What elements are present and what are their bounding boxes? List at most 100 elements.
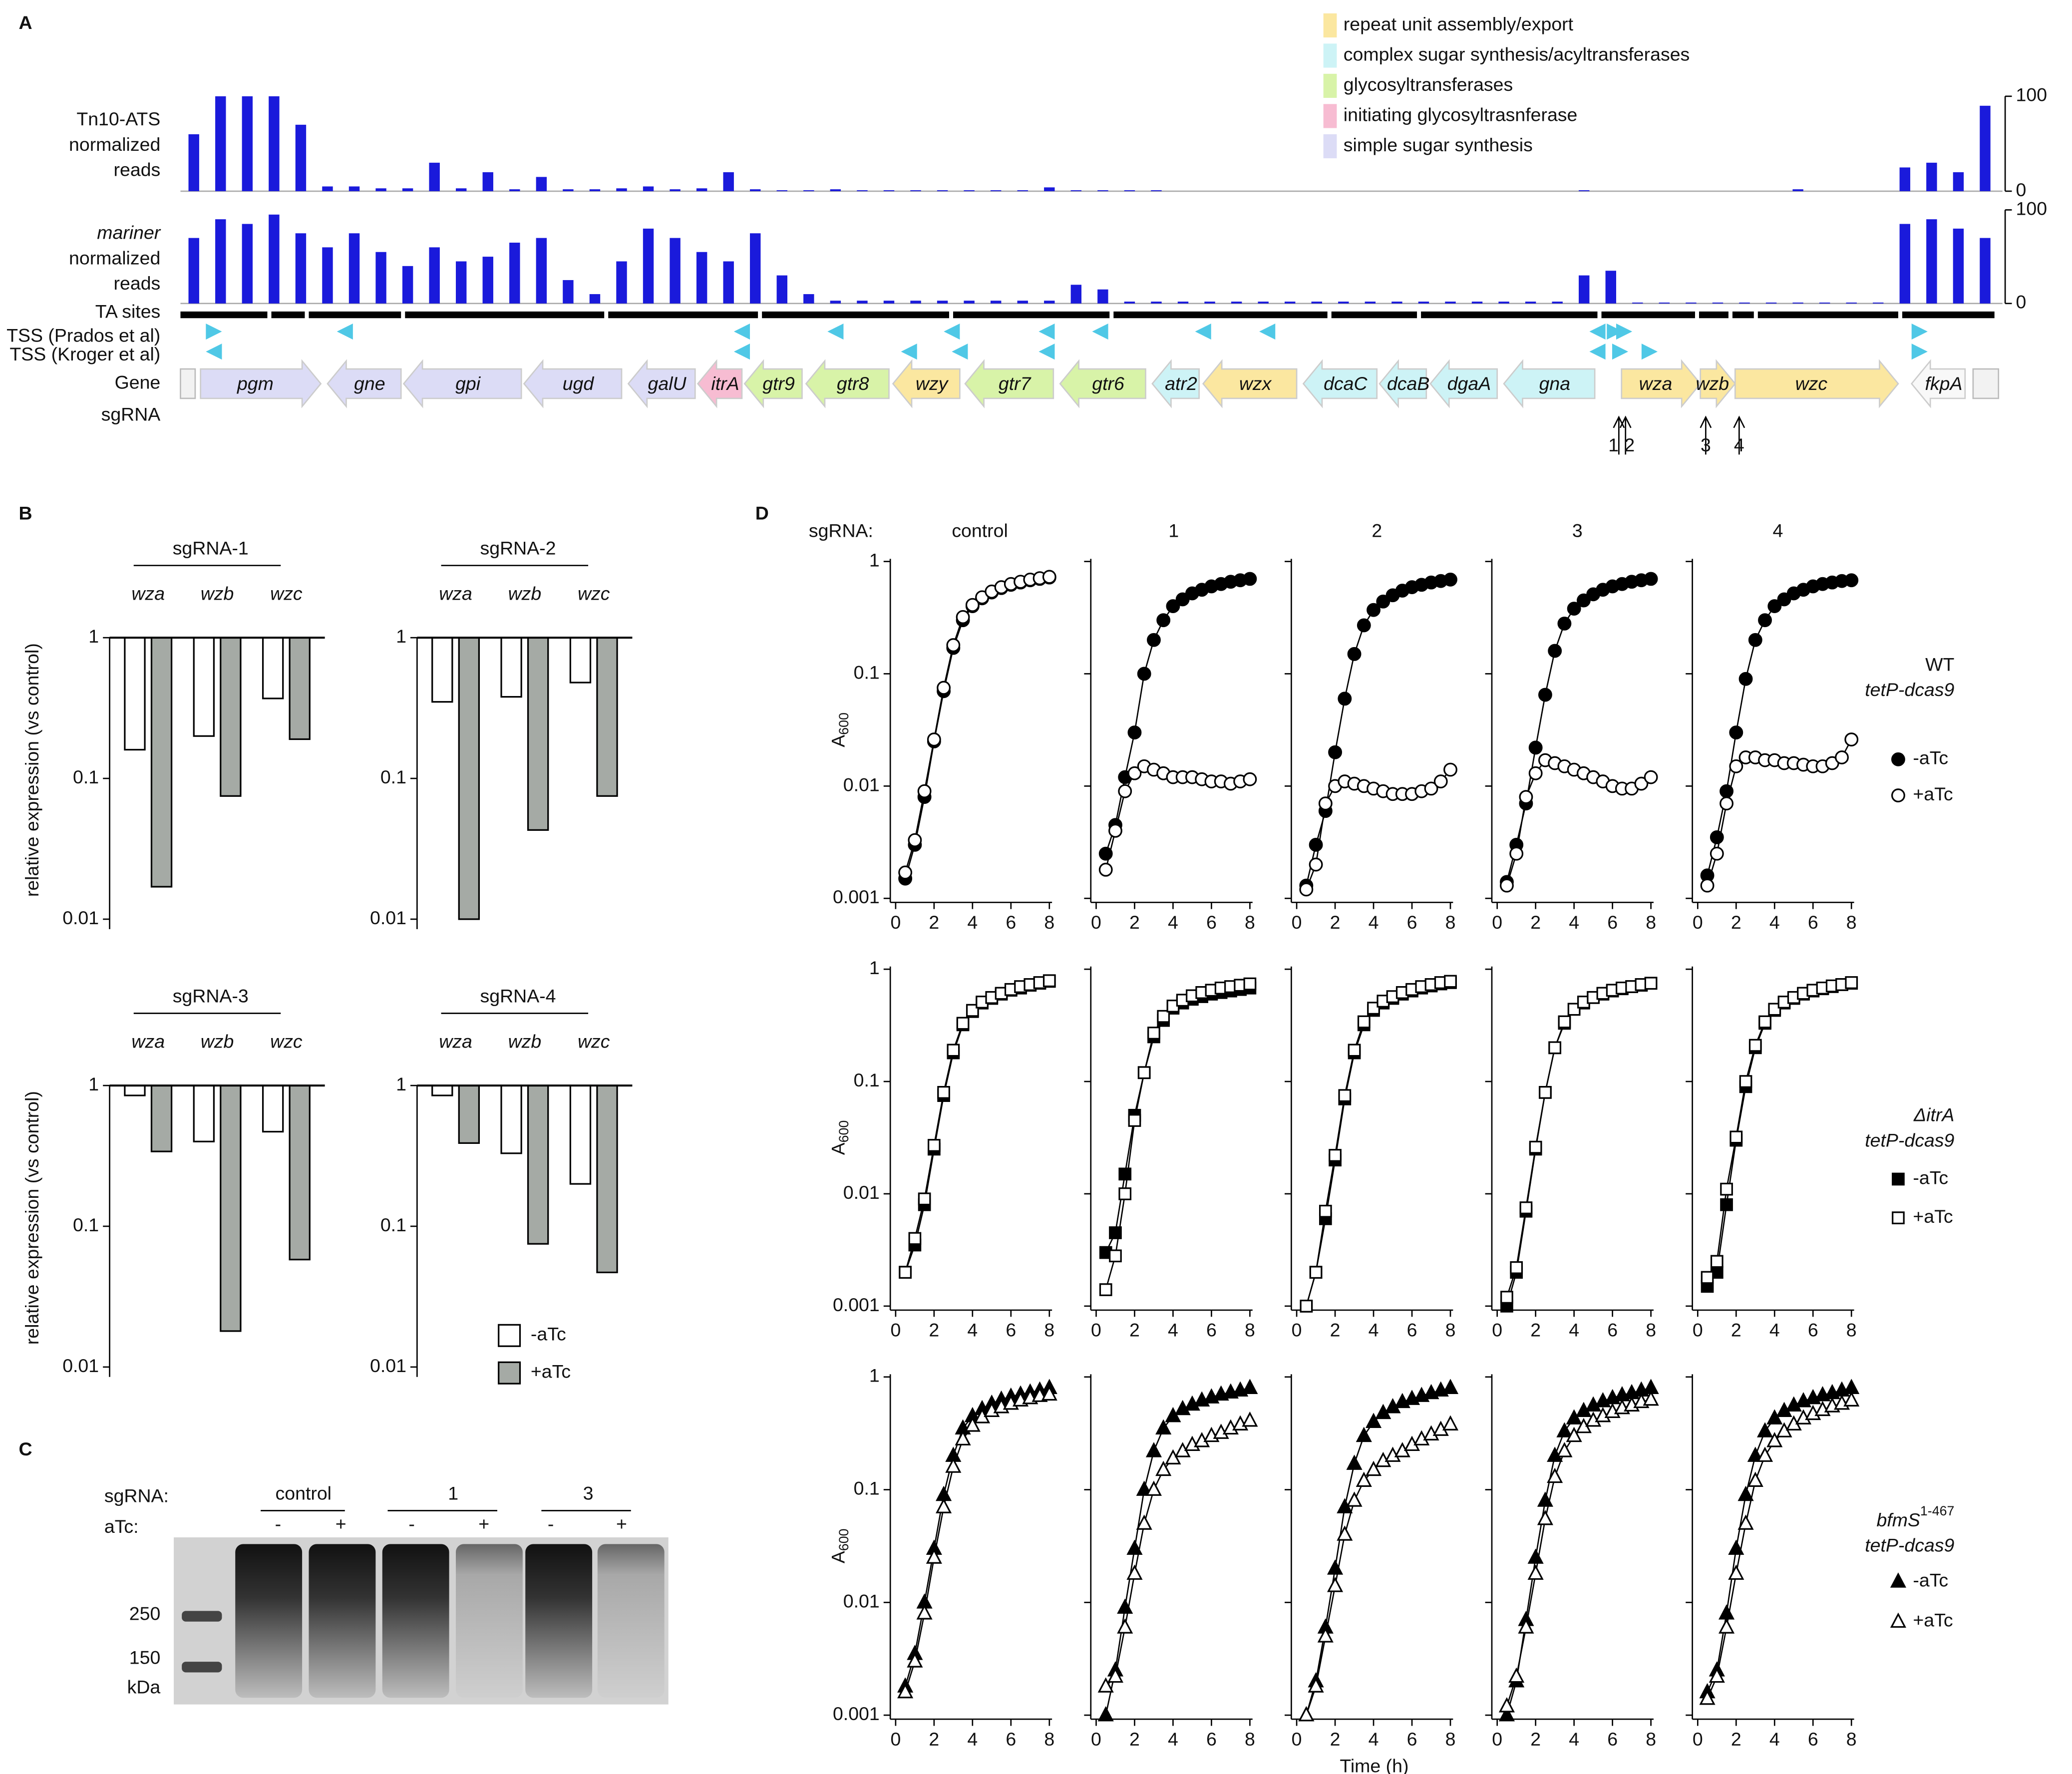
marker: [1556, 1422, 1573, 1437]
gene-label: gna: [1539, 373, 1571, 394]
x-tick-label: wzb: [508, 1031, 542, 1052]
marker: [1165, 1449, 1181, 1464]
marker: [1309, 1266, 1323, 1279]
marker: [1338, 1089, 1352, 1102]
panel-label: C: [18, 1438, 32, 1459]
series-line: [1506, 578, 1651, 882]
y-tick-label: 0.1: [854, 1477, 880, 1498]
tss-arrow: [206, 344, 222, 360]
bar: [937, 301, 948, 304]
y-tick-label: 0.001: [833, 1703, 880, 1724]
x-tick-label: 8: [1846, 912, 1857, 933]
gene-label: gtr8: [837, 373, 869, 394]
bar: [348, 233, 360, 304]
bar: [215, 219, 226, 304]
bar: [830, 189, 841, 191]
x-tick-label: 8: [1044, 912, 1054, 933]
bar: [536, 177, 547, 191]
marker: [1756, 1446, 1773, 1462]
bar: [269, 214, 280, 304]
tss-arrow: [901, 344, 917, 360]
marker: [927, 732, 941, 746]
ta-gap: [401, 310, 405, 320]
gene-arrow: [327, 359, 402, 408]
gel-lane: [525, 1544, 593, 1698]
legend-label: -aTc: [1913, 1569, 1948, 1590]
marker: [1756, 1422, 1773, 1437]
tss-arrow: [1589, 323, 1606, 340]
bar: [937, 190, 948, 191]
marker: [1567, 1003, 1581, 1016]
gene-arrow: [892, 359, 961, 408]
marker: [897, 1683, 914, 1699]
x-tick-label: 2: [929, 912, 939, 933]
x-tick-label: 0: [890, 1729, 901, 1750]
marker: [1528, 740, 1543, 755]
marker: [898, 865, 913, 880]
gene-label: wzc: [1795, 373, 1828, 394]
bar: [1097, 289, 1108, 304]
marker: [916, 1604, 933, 1620]
legend-label: repeat unit assembly/export: [1344, 13, 1574, 34]
marker: [1137, 1066, 1151, 1079]
series-line: [1506, 982, 1651, 1298]
bar: [723, 172, 734, 191]
tss-arrow: [827, 323, 844, 340]
marker: [1433, 774, 1448, 788]
col-header-label: sgRNA:: [809, 520, 873, 541]
gene-label: gtr9: [762, 373, 795, 394]
tss-arrow: [206, 323, 222, 340]
marker: [1510, 1261, 1523, 1274]
gene-arrow: [200, 359, 322, 408]
x-tick-label: 4: [1769, 912, 1780, 933]
bar: [1151, 302, 1162, 304]
bar: [242, 224, 253, 304]
marker: [1737, 1514, 1754, 1530]
bar: [1846, 302, 1857, 304]
marker: [1319, 1204, 1332, 1218]
x-tick-label: 8: [1846, 1729, 1857, 1750]
bar: [883, 190, 895, 191]
marker: [1366, 1460, 1382, 1476]
gel-label: sgRNA:: [104, 1485, 169, 1506]
bar: [1471, 302, 1483, 304]
marker: [1739, 1075, 1752, 1088]
marker: [1367, 603, 1381, 617]
marker: [1844, 732, 1859, 746]
marker: [1529, 1140, 1542, 1154]
ladder-band: [182, 1611, 222, 1622]
bar: [990, 301, 1002, 304]
legend-swatch: [1323, 73, 1337, 98]
marker: [1729, 759, 1743, 773]
marker: [1768, 1003, 1781, 1016]
bar: [643, 228, 654, 304]
marker: [1243, 572, 1257, 586]
tss-arrow: [952, 344, 968, 360]
marker: [1147, 1027, 1160, 1040]
bar: [1953, 172, 1964, 191]
bar: [150, 1084, 173, 1152]
marker: [1509, 846, 1524, 861]
x-tick-label: 0: [1693, 912, 1703, 933]
bar: [1258, 302, 1269, 304]
marker: [1528, 766, 1543, 780]
marker: [1709, 1667, 1725, 1683]
bar: [1498, 302, 1509, 304]
marker: [1442, 1379, 1459, 1394]
marker: [1309, 838, 1323, 852]
sgrna-arrowhead: [1700, 415, 1712, 428]
bar: [643, 186, 654, 191]
y-axis-label-sub: 600: [836, 712, 851, 735]
strain-label: ΔitrA: [1913, 1104, 1954, 1125]
x-tick-label: 6: [1808, 912, 1818, 933]
marker: [1720, 784, 1733, 798]
bar: [1070, 190, 1082, 191]
gene-label: fkpA: [1925, 373, 1962, 394]
x-tick-label: 6: [1607, 912, 1618, 933]
tss-arrow: [1612, 344, 1629, 360]
marker: [1308, 1677, 1324, 1693]
marker: [1309, 857, 1323, 872]
tss-arrow: [733, 323, 750, 340]
x-tick-label: 6: [1206, 1729, 1217, 1750]
marker: [1097, 1706, 1114, 1722]
